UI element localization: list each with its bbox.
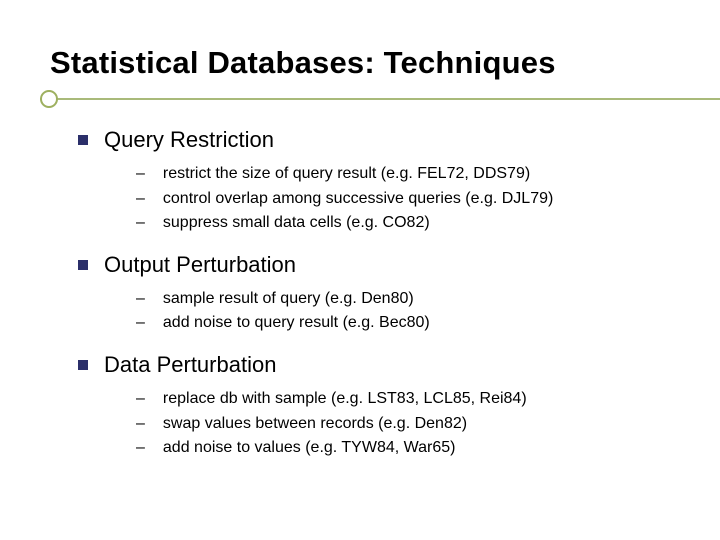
slide-content: Query Restriction – restrict the size of…	[50, 127, 680, 459]
list-item: – add noise to values (e.g. TYW84, War65…	[136, 437, 680, 459]
dash-icon: –	[136, 212, 145, 234]
section-title: Query Restriction	[104, 127, 274, 153]
divider-circle-icon	[40, 90, 58, 108]
list-item: – control overlap among successive queri…	[136, 188, 680, 210]
section-output-perturbation: Output Perturbation – sample result of q…	[78, 252, 680, 334]
item-text: control overlap among successive queries…	[163, 188, 553, 210]
bullet-square-icon	[78, 360, 88, 370]
divider-line	[40, 98, 720, 100]
sub-list: – restrict the size of query result (e.g…	[78, 163, 680, 234]
section-header: Output Perturbation	[78, 252, 680, 278]
title-divider	[40, 89, 680, 109]
item-text: add noise to query result (e.g. Bec80)	[163, 312, 430, 334]
item-text: restrict the size of query result (e.g. …	[163, 163, 530, 185]
dash-icon: –	[136, 388, 145, 410]
item-text: replace db with sample (e.g. LST83, LCL8…	[163, 388, 527, 410]
section-title: Data Perturbation	[104, 352, 276, 378]
section-data-perturbation: Data Perturbation – replace db with samp…	[78, 352, 680, 459]
dash-icon: –	[136, 437, 145, 459]
item-text: sample result of query (e.g. Den80)	[163, 288, 414, 310]
sub-list: – sample result of query (e.g. Den80) – …	[78, 288, 680, 334]
dash-icon: –	[136, 288, 145, 310]
section-header: Query Restriction	[78, 127, 680, 153]
list-item: – add noise to query result (e.g. Bec80)	[136, 312, 680, 334]
list-item: – suppress small data cells (e.g. CO82)	[136, 212, 680, 234]
item-text: add noise to values (e.g. TYW84, War65)	[163, 437, 456, 459]
list-item: – swap values between records (e.g. Den8…	[136, 413, 680, 435]
sub-list: – replace db with sample (e.g. LST83, LC…	[78, 388, 680, 459]
dash-icon: –	[136, 163, 145, 185]
dash-icon: –	[136, 312, 145, 334]
slide-title: Statistical Databases: Techniques	[50, 45, 680, 81]
bullet-square-icon	[78, 260, 88, 270]
section-query-restriction: Query Restriction – restrict the size of…	[78, 127, 680, 234]
item-text: swap values between records (e.g. Den82)	[163, 413, 467, 435]
section-title: Output Perturbation	[104, 252, 296, 278]
list-item: – sample result of query (e.g. Den80)	[136, 288, 680, 310]
dash-icon: –	[136, 188, 145, 210]
dash-icon: –	[136, 413, 145, 435]
item-text: suppress small data cells (e.g. CO82)	[163, 212, 430, 234]
bullet-square-icon	[78, 135, 88, 145]
list-item: – restrict the size of query result (e.g…	[136, 163, 680, 185]
section-header: Data Perturbation	[78, 352, 680, 378]
slide: Statistical Databases: Techniques Query …	[0, 0, 720, 540]
list-item: – replace db with sample (e.g. LST83, LC…	[136, 388, 680, 410]
